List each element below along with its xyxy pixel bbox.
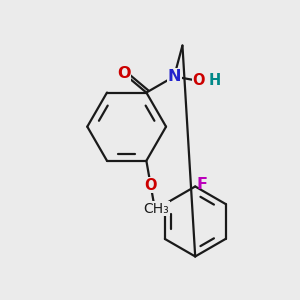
Text: CH₃: CH₃ <box>143 202 169 216</box>
Text: O: O <box>144 178 157 193</box>
Text: F: F <box>196 177 207 192</box>
Text: O: O <box>117 66 130 81</box>
Text: H: H <box>208 73 221 88</box>
Text: N: N <box>167 69 181 84</box>
Text: O: O <box>192 73 205 88</box>
